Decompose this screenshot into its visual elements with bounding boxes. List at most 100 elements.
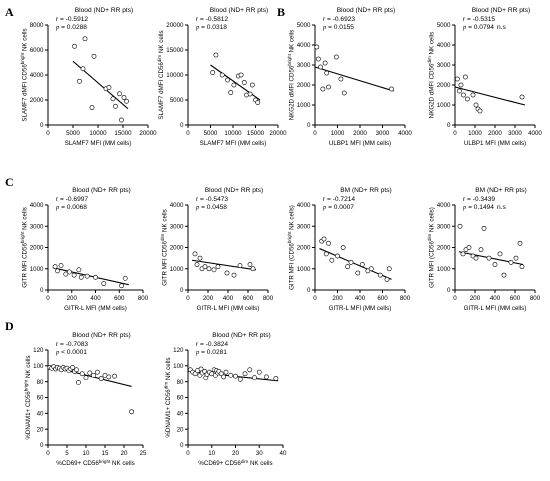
data-point — [225, 77, 230, 83]
x-tick-label: 20 — [232, 450, 239, 457]
panel-letter-c: C — [5, 175, 14, 189]
regression-line — [210, 64, 261, 101]
x-tick-label: 4000 — [528, 130, 542, 137]
x-tick-label: 3000 — [508, 130, 522, 137]
y-axis-label: NKG2D dMFI CD56bright NK cells — [287, 30, 295, 121]
data-point — [341, 90, 347, 96]
data-point — [91, 53, 97, 59]
y-tick-label: 4000 — [30, 72, 44, 79]
data-point — [464, 96, 470, 102]
y-tick-label: 0 — [40, 287, 44, 294]
data-point — [314, 44, 320, 50]
data-point — [335, 253, 340, 259]
data-point — [345, 264, 351, 270]
x-tick-label: 20000 — [139, 130, 157, 137]
x-tick-label: 1000 — [331, 130, 345, 137]
y-axis-label: SLAMF7 dMFI CD56bright NK cells — [20, 28, 28, 121]
data-point — [197, 255, 203, 261]
x-tick-label: 400 — [490, 295, 501, 302]
y-tick-label: 0 — [180, 122, 184, 129]
data-point — [492, 262, 498, 267]
y-tick-label: 0 — [307, 122, 311, 129]
data-point — [237, 376, 243, 382]
p-value: p = 0.0318 — [195, 24, 227, 31]
correlation-r: r = -0.3439 — [463, 196, 495, 203]
data-point — [121, 95, 127, 100]
data-point — [318, 64, 324, 70]
data-point — [460, 251, 466, 257]
y-tick-label: 3000 — [437, 223, 451, 230]
data-point — [63, 271, 69, 277]
data-point — [79, 371, 85, 377]
data-point — [106, 85, 112, 90]
p-value: p = 0.0288 — [55, 24, 87, 31]
data-point — [255, 100, 261, 105]
data-point — [55, 268, 60, 274]
y-tick-label: 4000 — [437, 202, 451, 209]
data-point — [224, 270, 230, 276]
data-point — [377, 272, 383, 278]
x-tick-label: 0 — [186, 130, 190, 137]
data-point — [454, 76, 460, 82]
x-tick-label: 15 — [102, 450, 109, 457]
data-point — [321, 236, 327, 242]
data-point — [242, 371, 248, 377]
plot-title: Blood (ND+ RR pts) — [210, 7, 268, 14]
data-point — [215, 264, 221, 270]
x-tick-label: 600 — [510, 295, 521, 302]
y-tick-label: 80 — [37, 379, 44, 386]
data-point — [117, 91, 122, 97]
p-value: p = 0.0281 — [195, 349, 227, 356]
data-point — [231, 82, 237, 88]
data-point — [194, 262, 200, 267]
y-tick-label: 5000 — [297, 22, 311, 29]
data-point — [470, 92, 476, 98]
data-point — [223, 369, 229, 375]
x-tick-label: 400 — [223, 295, 234, 302]
correlation-r: r = -0.5912 — [56, 16, 88, 23]
x-axis-label: %CD69+ CD56bright NK cells — [56, 459, 134, 467]
x-tick-label: 800 — [263, 295, 274, 302]
plot-title: Blood (ND+ RR pts) — [337, 7, 395, 14]
plot-title: Blood (ND+ RR pts) — [72, 332, 130, 339]
data-point — [72, 43, 77, 49]
x-tick-label: 200 — [203, 295, 214, 302]
x-axis-label: %CD69+ CD56dim NK cells — [198, 459, 272, 467]
x-tick-label: 0 — [453, 130, 457, 137]
y-tick-label: 3000 — [437, 62, 451, 69]
data-point — [247, 91, 253, 97]
x-tick-label: 10 — [208, 450, 215, 457]
x-tick-label: 0 — [46, 295, 50, 302]
plot-title: BM (ND+ RR pts) — [475, 187, 526, 194]
y-tick-label: 3000 — [297, 62, 311, 69]
x-tick-label: 40 — [280, 450, 287, 457]
y-axis-label: GITR MFI (CD56dim NK cells) — [427, 207, 435, 288]
plot-title: Blood (ND+ RR pts) — [72, 187, 130, 194]
data-point — [457, 223, 463, 229]
p-value: p = 0.1494 n.s — [462, 204, 506, 211]
data-point — [365, 268, 371, 274]
data-point — [221, 374, 227, 380]
data-point — [112, 373, 117, 379]
x-tick-label: 15000 — [114, 130, 132, 137]
y-tick-label: 3000 — [297, 223, 311, 230]
x-tick-label: 15000 — [247, 130, 265, 137]
correlation-r: r = -0.3824 — [196, 341, 228, 348]
y-axis-label: SLAMF7 dMFI CD56dim NK cells — [157, 30, 165, 119]
x-tick-label: 200 — [332, 295, 343, 302]
data-point — [66, 269, 72, 275]
y-tick-label: 2000 — [297, 82, 311, 89]
regression-line — [191, 259, 257, 271]
y-tick-label: 1000 — [30, 266, 44, 273]
data-point — [110, 96, 116, 102]
y-axis-label: NKG2D dMFI CD56dim NK cells — [427, 32, 435, 119]
y-axis-label: %DNAM1+ CD56bright NK cells — [24, 355, 32, 439]
y-tick-label: 5000 — [437, 22, 451, 29]
y-tick-label: 4000 — [297, 42, 311, 49]
